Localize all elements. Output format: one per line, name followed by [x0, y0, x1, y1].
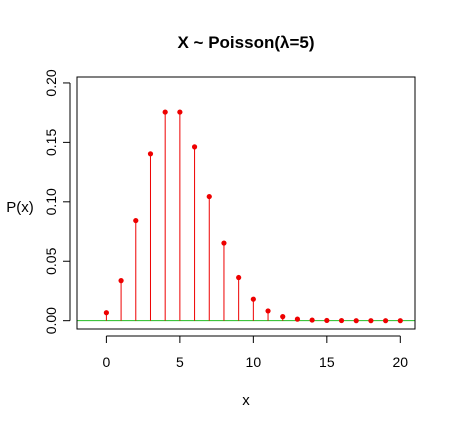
data-point: [309, 317, 315, 323]
data-point: [250, 296, 256, 302]
x-tick-label: 20: [393, 354, 409, 370]
data-point: [353, 318, 359, 324]
data-point: [368, 318, 374, 324]
x-tick-label: 5: [176, 354, 184, 370]
data-point: [236, 274, 242, 281]
plot-frame: [76, 76, 416, 330]
data-point: [265, 308, 271, 314]
data-point: [162, 109, 168, 115]
data-point: [383, 318, 389, 324]
x-tick-label: 10: [246, 354, 262, 370]
y-tick-label: 0.10: [43, 188, 59, 215]
y-tick-label: 0.00: [43, 307, 59, 334]
data-point: [324, 317, 330, 324]
y-axis-label: P(x): [6, 199, 34, 216]
data-point: [177, 109, 183, 115]
data-point: [118, 278, 124, 284]
y-axis: 0.00 0.05 0.10 0.15 0.20: [43, 69, 71, 334]
data-point: [103, 310, 109, 316]
data-point: [147, 151, 154, 157]
data-point: [133, 217, 139, 224]
data-point: [221, 240, 227, 246]
x-axis: 0 5 10 15 20: [102, 335, 409, 370]
x-axis-label: x: [242, 392, 250, 409]
data-point: [338, 317, 345, 324]
y-tick-label: 0.15: [43, 129, 59, 156]
data-point: [280, 314, 286, 320]
y-tick-label: 0.20: [43, 69, 59, 96]
chart-title: X ~ Poisson(λ=5): [178, 33, 315, 52]
x-tick-label: 15: [319, 354, 335, 370]
data-point: [206, 193, 212, 200]
y-tick-label: 0.05: [43, 247, 59, 274]
plot-area: [77, 109, 415, 324]
data-point: [294, 316, 301, 322]
data-point: [191, 144, 198, 150]
x-tick-label: 0: [102, 354, 110, 370]
data-point: [397, 318, 403, 324]
